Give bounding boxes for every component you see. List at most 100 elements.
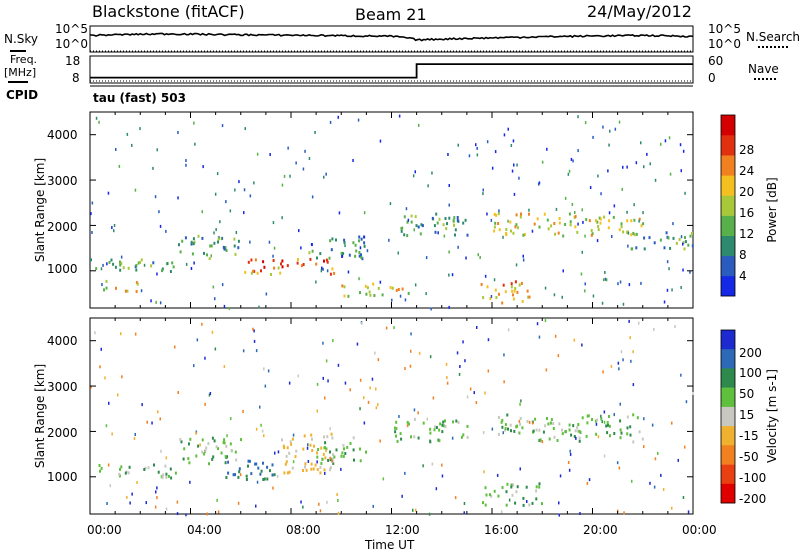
power-cell <box>352 159 354 162</box>
power-cell <box>119 263 122 267</box>
power-cell <box>570 157 573 161</box>
x-tick: 08:00 <box>286 523 321 537</box>
power-cell <box>522 233 525 237</box>
power-cell <box>684 236 686 239</box>
velocity-cell <box>452 420 454 424</box>
velocity-cell <box>435 426 438 429</box>
velocity-cell <box>617 361 620 365</box>
power-cell <box>410 214 413 218</box>
velocity-cell <box>320 461 323 465</box>
velocity-cell <box>205 446 208 450</box>
velocity-cell <box>174 345 176 349</box>
power-cell <box>512 293 514 297</box>
power-cell <box>363 244 366 248</box>
velocity-cell <box>263 477 266 481</box>
power-cell <box>609 129 611 133</box>
power-cell <box>154 195 157 199</box>
power-cell <box>413 228 415 232</box>
velocity-cell <box>522 503 525 507</box>
velocity-cell <box>176 512 179 516</box>
velocity-cell <box>216 498 218 502</box>
power-cell <box>178 243 180 247</box>
power-cell <box>584 282 586 286</box>
x-tick: 12:00 <box>385 523 420 537</box>
power-cell <box>243 188 246 192</box>
velocity-cell <box>485 493 488 497</box>
power-cell <box>642 222 645 226</box>
power-cell <box>480 283 483 286</box>
velocity-cell <box>99 365 101 369</box>
velocity-cell <box>671 506 673 510</box>
power-cell <box>490 295 493 298</box>
velocity-cell <box>506 413 509 417</box>
velocity-cell <box>197 444 200 448</box>
power-frame <box>89 111 694 309</box>
velocity-cell <box>331 459 333 463</box>
freq-unit: [MHz] <box>4 66 37 79</box>
velocity-cell <box>567 461 570 464</box>
velocity-cell <box>269 469 271 473</box>
velocity-cell <box>349 388 351 392</box>
velocity-cell <box>281 438 283 442</box>
power-cell <box>420 223 423 227</box>
velocity-cell <box>259 405 261 409</box>
velocity-cell <box>214 347 217 351</box>
power-cell <box>197 234 200 238</box>
velocity-cell <box>585 434 588 438</box>
velocity-cell <box>504 427 507 431</box>
power-cell <box>526 289 529 293</box>
power-cell <box>476 153 479 157</box>
velocity-cell <box>318 502 320 506</box>
power-cell <box>555 207 558 211</box>
velocity-cell <box>568 423 571 427</box>
velocity-cell <box>302 505 304 509</box>
velocity-cell <box>394 426 396 430</box>
velocity-cell <box>155 490 157 494</box>
power-cell <box>433 224 436 228</box>
power-cell <box>341 254 344 258</box>
power-cell <box>495 213 498 217</box>
nsearch-bottom-tick: 10^0 <box>708 37 741 51</box>
velocity-cell <box>442 424 445 428</box>
nsky-legend-line <box>10 50 26 52</box>
velocity-cell <box>100 466 103 470</box>
velocity-cell <box>528 503 531 507</box>
power-cell <box>214 297 216 301</box>
freq-label: Freq. <box>10 53 38 66</box>
power-cell <box>528 295 531 299</box>
velocity-cell <box>144 466 147 470</box>
velocity-cell <box>548 437 551 441</box>
velocity-cell <box>224 455 227 459</box>
velocity-cell <box>586 421 589 425</box>
velocity-colorbar-segment <box>721 464 735 485</box>
velocity-cell <box>159 417 161 421</box>
power-cell <box>134 188 137 192</box>
power-cell <box>401 287 404 291</box>
power-cell <box>335 238 337 242</box>
power-cell <box>331 237 334 241</box>
power-cell <box>167 262 169 265</box>
velocity-cbar-tick: 100 <box>739 366 762 380</box>
power-cell <box>201 210 203 214</box>
nsearch-label: N.Search <box>746 30 800 44</box>
power-cell <box>482 188 484 192</box>
power-cell <box>253 181 255 185</box>
velocity-cell <box>307 460 310 463</box>
velocity-cell <box>476 326 478 329</box>
velocity-cell <box>99 469 101 473</box>
power-cell <box>237 239 240 243</box>
velocity-cell <box>404 367 406 370</box>
velocity-cell <box>322 452 325 456</box>
station-title: Blackstone (fitACF) <box>92 2 245 21</box>
velocity-cell <box>255 427 258 431</box>
power-cell <box>576 230 579 234</box>
power-cell <box>201 236 204 240</box>
velocity-cell <box>444 425 447 429</box>
freq-bottom-tick: 8 <box>72 71 80 85</box>
power-cell <box>447 153 449 156</box>
power-cell <box>684 240 687 244</box>
velocity-cell <box>156 486 158 490</box>
velocity-cell <box>365 450 367 454</box>
power-cell <box>363 211 366 215</box>
power-cell <box>622 165 624 169</box>
